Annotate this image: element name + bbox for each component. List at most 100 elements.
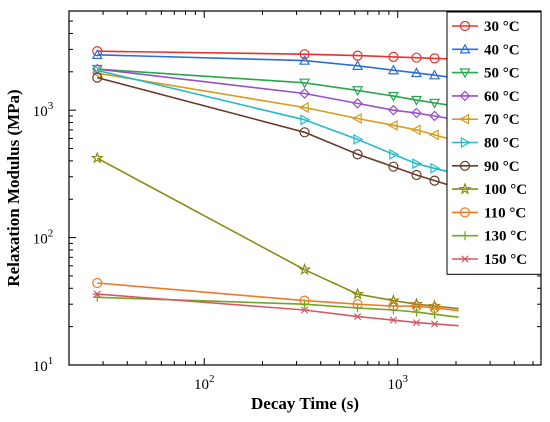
data-point-plus	[430, 309, 440, 319]
series-line	[97, 69, 459, 176]
legend-label: 150 °C	[484, 252, 527, 268]
data-point-diamond	[352, 98, 363, 109]
data-point-star	[90, 151, 104, 164]
series-5	[91, 67, 459, 143]
data-point-triangle-up	[299, 54, 311, 65]
series-4	[91, 63, 459, 122]
series-line	[96, 157, 459, 310]
data-point-triangle-left	[410, 124, 421, 136]
legend-item: 60 °C	[452, 89, 520, 105]
y-axis-title: Relaxation Modulus (MPa)	[4, 89, 23, 286]
data-point-circle	[92, 72, 103, 83]
data-point-circle	[92, 277, 103, 289]
series-line	[97, 72, 459, 143]
data-point-triangle-left	[91, 67, 102, 79]
data-point-plus	[460, 231, 470, 241]
legend-item: 150 °C	[452, 252, 527, 268]
data-point-plus	[353, 303, 363, 313]
data-point-triangle-left	[351, 112, 362, 125]
legend-label: 60 °C	[484, 89, 520, 105]
data-point-asterisk	[300, 306, 310, 314]
data-point-circle	[459, 20, 471, 32]
data-point-triangle-left	[387, 119, 398, 131]
data-point-circle	[352, 149, 363, 160]
y-tick-label: 102	[33, 228, 54, 248]
data-point-triangle-down	[299, 78, 311, 89]
data-point-triangle-down	[429, 98, 441, 109]
legend-item: 130 °C	[452, 229, 527, 245]
series-6	[93, 64, 459, 176]
data-point-asterisk	[411, 319, 421, 327]
data-point-plus	[388, 305, 398, 315]
legend-item: 100 °C	[452, 182, 527, 198]
data-point-circle	[411, 169, 422, 181]
series-line	[97, 68, 459, 121]
data-point-triangle-up	[91, 49, 103, 59]
data-point-asterisk	[388, 316, 398, 324]
legend-item: 110 °C	[452, 205, 526, 221]
data-point-diamond	[429, 110, 440, 122]
legend-item: 90 °C	[452, 159, 520, 175]
data-point-diamond	[459, 90, 471, 102]
legend-label: 100 °C	[484, 182, 527, 198]
data-point-asterisk	[430, 320, 440, 328]
series-line	[97, 50, 459, 60]
series-line	[97, 54, 459, 80]
data-point-triangle-down	[459, 68, 471, 79]
series-line	[97, 68, 459, 108]
data-point-circle	[429, 175, 440, 186]
legend-item: 40 °C	[452, 42, 520, 58]
legend-item: 70 °C	[452, 112, 520, 128]
data-point-asterisk	[353, 312, 363, 321]
data-point-triangle-right	[412, 158, 423, 170]
legend-label: 50 °C	[484, 66, 520, 82]
series-line	[97, 282, 459, 312]
data-point-triangle-up	[459, 43, 471, 54]
data-point-triangle-up	[352, 60, 364, 70]
data-point-star	[386, 293, 400, 307]
data-point-triangle-right	[389, 148, 400, 160]
data-point-circle	[92, 46, 103, 57]
data-point-triangle-up	[387, 64, 399, 75]
y-tick-label: 103	[33, 100, 54, 120]
data-point-circle	[388, 51, 399, 62]
legend-label: 70 °C	[484, 112, 520, 128]
data-point-triangle-up	[410, 67, 423, 78]
legend-item: 30 °C	[452, 19, 520, 35]
data-point-asterisk	[92, 290, 102, 298]
legend-label: 30 °C	[484, 19, 520, 35]
legend-label: 110 °C	[484, 205, 526, 221]
legend-label: 80 °C	[484, 136, 520, 152]
data-point-star	[298, 262, 312, 276]
data-point-plus	[300, 299, 310, 309]
y-tick-label: 101	[33, 355, 54, 375]
data-point-circle	[459, 207, 471, 218]
series-10	[92, 292, 459, 319]
data-point-triangle-left	[459, 113, 470, 125]
data-point-triangle-down	[352, 86, 364, 97]
data-point-triangle-right	[353, 133, 364, 145]
data-point-circle	[388, 161, 399, 172]
x-axis-title: Decay Time (s)	[251, 394, 359, 413]
data-point-circle	[299, 127, 310, 138]
legend-label: 40 °C	[484, 42, 520, 58]
x-tick-label: 102	[194, 373, 215, 393]
data-point-star	[351, 287, 365, 300]
legend-label: 90 °C	[484, 159, 520, 175]
series-2	[91, 49, 459, 80]
data-point-circle	[429, 53, 440, 64]
axes: 102 103 101 102 103	[33, 10, 542, 393]
series-1	[92, 46, 459, 64]
x-tick-label: 103	[387, 373, 408, 393]
data-point-circle	[459, 160, 471, 171]
data-point-circle	[411, 52, 422, 63]
data-point-circle	[299, 49, 310, 60]
data-point-diamond	[388, 104, 399, 116]
series-11	[92, 290, 459, 328]
data-point-star	[458, 182, 472, 195]
data-point-triangle-down	[387, 91, 399, 102]
legend-label: 130 °C	[484, 229, 527, 245]
data-series	[90, 46, 459, 328]
legend-item: 80 °C	[452, 136, 520, 152]
